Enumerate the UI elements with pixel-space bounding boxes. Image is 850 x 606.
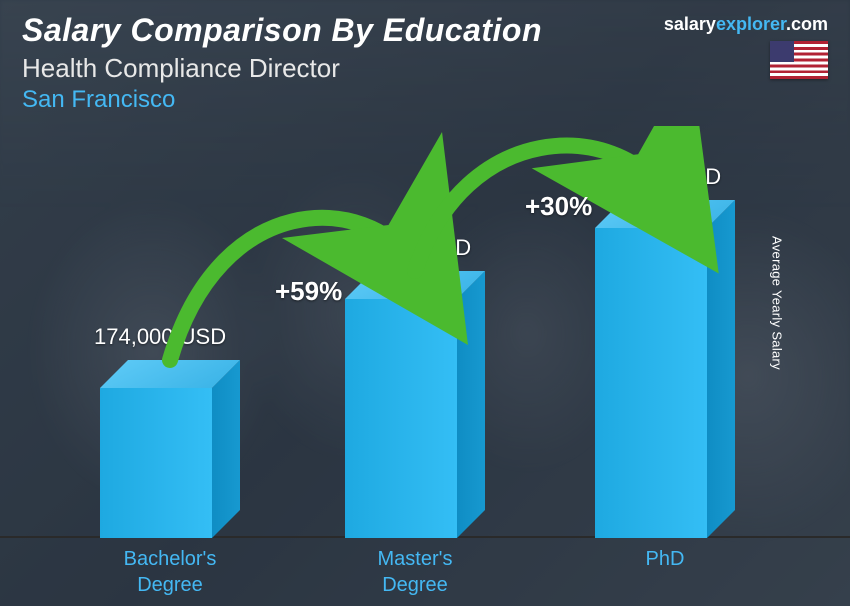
increase-arc bbox=[40, 126, 790, 606]
increase-pct-label: +30% bbox=[525, 191, 592, 222]
brand-suffix: .com bbox=[786, 14, 828, 34]
increase-pct-label: +59% bbox=[275, 276, 342, 307]
y-axis-label: Average Yearly Salary bbox=[770, 236, 785, 370]
us-flag-icon bbox=[770, 41, 828, 79]
page-location: San Francisco bbox=[22, 86, 828, 114]
salary-bar-chart: 174,000 USD Bachelor'sDegree 277,000 USD… bbox=[40, 126, 790, 606]
brand: salaryexplorer.com bbox=[664, 14, 828, 79]
brand-accent: explorer bbox=[716, 14, 786, 34]
brand-text: salaryexplorer.com bbox=[664, 14, 828, 35]
brand-prefix: salary bbox=[664, 14, 716, 34]
